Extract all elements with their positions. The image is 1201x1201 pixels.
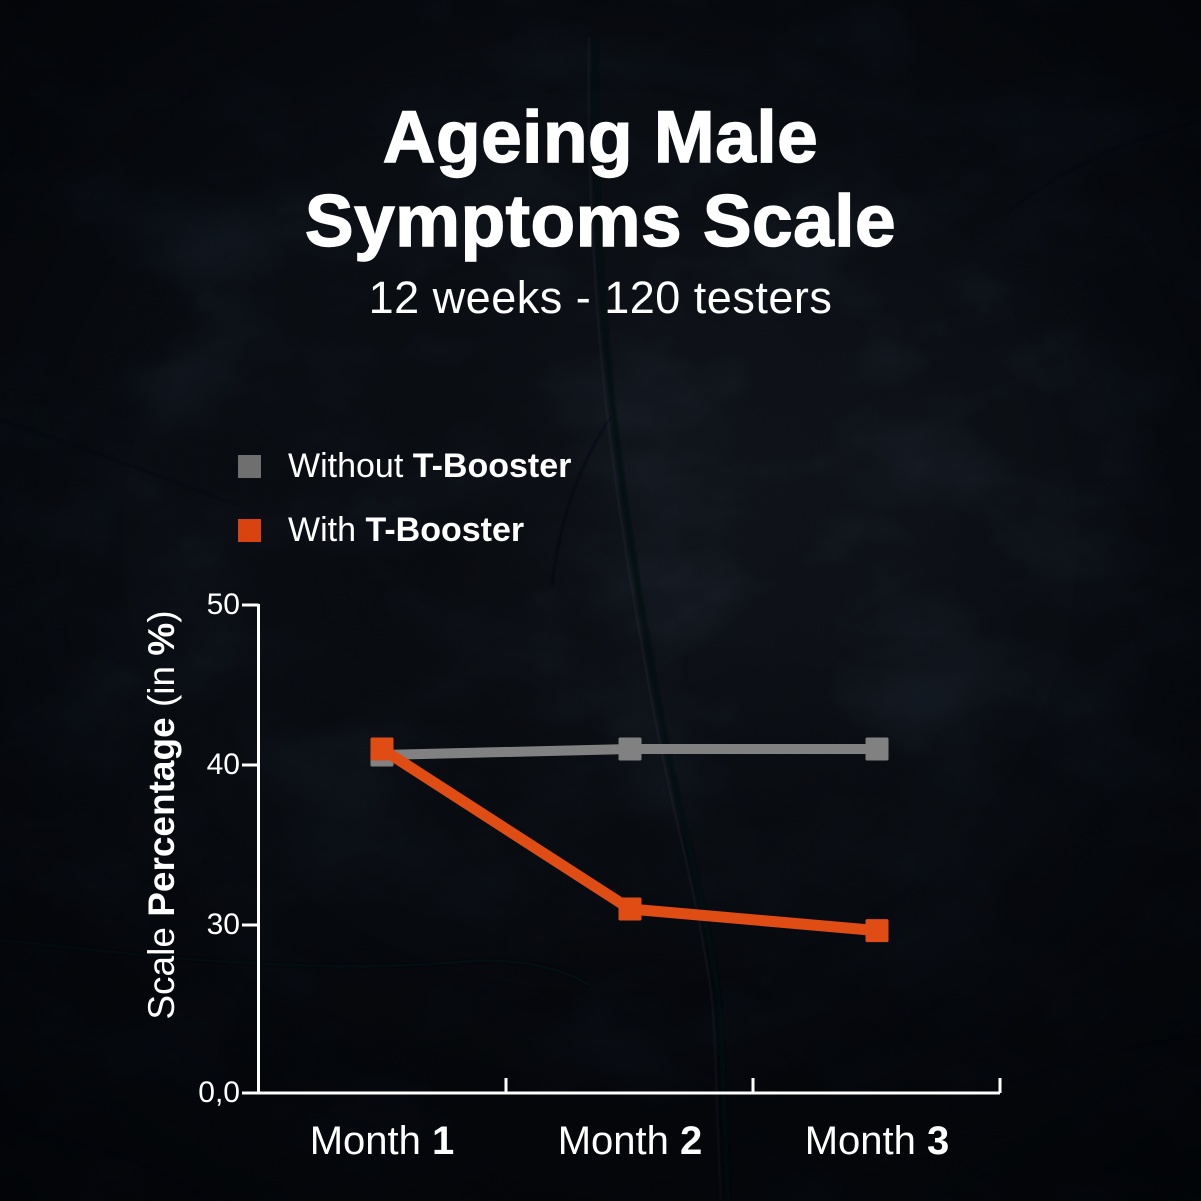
y-tick-label-50: 50 bbox=[206, 588, 240, 621]
x-label-month-3-number: 3 bbox=[927, 1119, 950, 1163]
x-label-month-2-text: Month bbox=[557, 1119, 681, 1163]
y-tick-label-30: 30 bbox=[206, 908, 240, 941]
x-label-month-3: Month 3 bbox=[747, 1118, 1007, 1164]
x-label-month-1-text: Month bbox=[309, 1119, 433, 1163]
x-label-month-2-number: 2 bbox=[680, 1119, 703, 1163]
y-tick-label-40: 40 bbox=[206, 748, 240, 781]
y-axis-title-part-bold: % bbox=[141, 622, 182, 656]
x-label-month-3-text: Month bbox=[804, 1119, 928, 1163]
x-label-month-2: Month 2 bbox=[500, 1118, 760, 1164]
y-axis-title-part: (in bbox=[141, 655, 182, 718]
y-axis-title: Scale Percentage (in %) bbox=[141, 609, 182, 1021]
y-tick-label-0-0: 0,0 bbox=[198, 1076, 240, 1109]
x-label-month-1: Month 1 bbox=[252, 1118, 512, 1164]
x-label-month-1-number: 1 bbox=[432, 1119, 455, 1163]
